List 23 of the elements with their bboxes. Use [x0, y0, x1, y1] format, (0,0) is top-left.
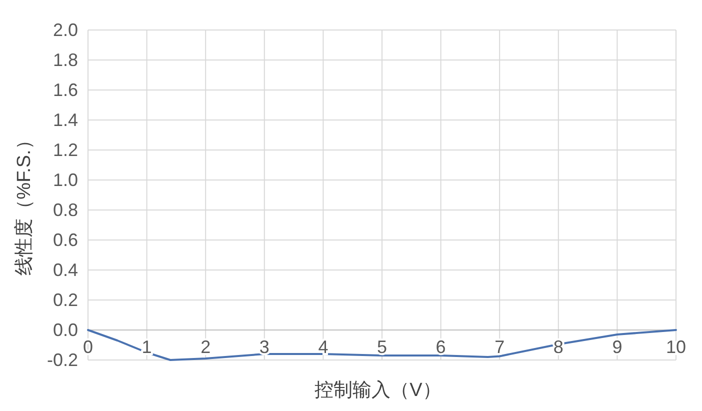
x-tick-label: 0: [82, 337, 94, 357]
y-tick-label: 2.0: [52, 20, 78, 40]
x-tick-label: 3: [259, 337, 270, 357]
x-tick-label: 9: [612, 337, 622, 357]
y-tick-label: 0.4: [52, 260, 78, 280]
x-tick-label: 2: [200, 337, 211, 357]
x-tick-label: 10: [666, 337, 686, 357]
y-tick-label: 1.6: [52, 80, 78, 100]
x-tick-label: 6: [436, 337, 446, 357]
y-tick-label: 1.2: [52, 140, 78, 160]
x-tick-label: 4: [318, 337, 328, 357]
y-tick-label: 1.8: [52, 50, 78, 70]
x-tick-label: 5: [376, 337, 388, 357]
x-tick-label: 7: [494, 337, 505, 357]
y-tick-label: 1.4: [52, 110, 78, 130]
x-axis-title: 控制输入（V）: [314, 380, 442, 401]
y-tick-label: 0.2: [52, 290, 78, 310]
y-tick-label: -0.2: [46, 350, 78, 370]
y-tick-label: 1.0: [52, 170, 78, 190]
y-tick-label: 0.6: [52, 230, 78, 250]
y-axis-title: 线性度（%F.S.）: [13, 130, 35, 276]
y-tick-label: 0.0: [52, 320, 78, 340]
y-tick-label: 0.8: [52, 200, 78, 220]
